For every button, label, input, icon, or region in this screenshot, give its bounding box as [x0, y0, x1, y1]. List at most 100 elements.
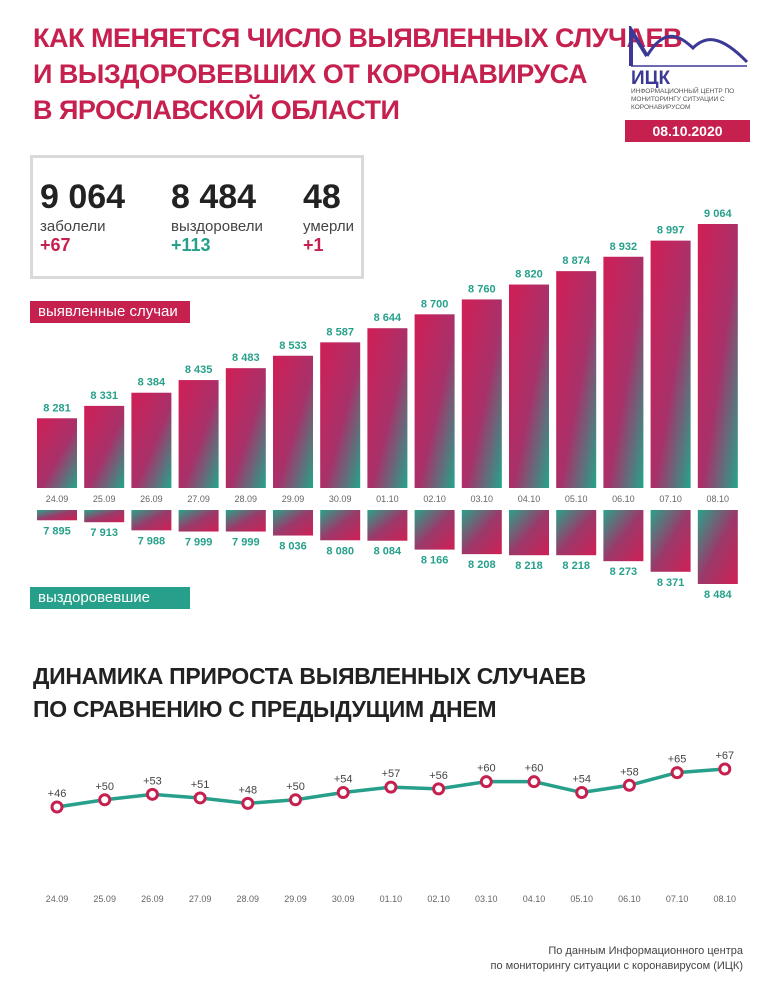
recovered-bar	[131, 510, 172, 531]
recovered-bar	[414, 510, 455, 550]
cases-bar-label: 8 700	[421, 298, 449, 310]
recovered-bar	[697, 510, 738, 584]
cases-bar-label: 8 932	[610, 241, 638, 253]
growth-point-label: +50	[286, 781, 305, 793]
recovered-legend-pill: выздоровевшие	[30, 587, 190, 609]
stat-recovered-label: выздоровели	[171, 218, 263, 235]
main-title: Как меняется число выявленных случаев и …	[33, 20, 683, 128]
recovered-bar-label: 7 999	[185, 537, 213, 549]
date-tick-label: 01.10	[376, 494, 399, 504]
cases-bar-label: 8 874	[562, 255, 590, 267]
cases-bar	[556, 271, 597, 488]
date-tick-label: 27.09	[187, 494, 210, 504]
growth-point	[145, 787, 159, 801]
growth-date-tick: 27.09	[189, 894, 212, 904]
recovered-bar-label: 8 166	[421, 555, 449, 567]
growth-point-label: +60	[477, 763, 496, 775]
stat-recovered-delta: +113	[171, 235, 211, 255]
recovered-bar-label: 8 080	[326, 545, 354, 557]
growth-point-label: +67	[715, 750, 734, 762]
growth-point	[384, 780, 398, 794]
growth-date-tick: 08.10	[714, 894, 737, 904]
title-line-1: Как меняется число выявленных случаев	[33, 23, 683, 53]
cases-bar	[178, 380, 219, 488]
date-tick-label: 06.10	[612, 494, 635, 504]
growth-date-tick: 01.10	[380, 894, 403, 904]
cases-bar-label: 8 483	[232, 352, 260, 364]
cases-bar-label: 8 587	[326, 326, 354, 338]
logo-wave-icon	[629, 22, 749, 67]
recovered-bar	[556, 510, 597, 556]
growth-point	[718, 762, 732, 776]
recovered-bar-label: 7 999	[232, 537, 260, 549]
date-tick-label: 03.10	[471, 494, 494, 504]
cases-bar	[131, 392, 172, 488]
cases-bar	[37, 418, 77, 488]
date-tick-label: 07.10	[659, 494, 682, 504]
recovered-bar-label: 7 913	[90, 527, 118, 539]
cases-bar-label: 9 064	[704, 208, 732, 220]
growth-point	[622, 778, 636, 792]
recovered-bar	[650, 510, 691, 572]
date-tick-label: 04.10	[518, 494, 541, 504]
growth-point	[289, 793, 302, 807]
logo-text: ИЦК	[631, 68, 671, 89]
date-tick-label: 08.10	[707, 494, 730, 504]
date-tick-label: 28.09	[235, 494, 258, 504]
growth-point	[479, 775, 493, 789]
growth-point	[193, 791, 207, 805]
stat-cases-delta: +67	[40, 235, 71, 255]
footer-line-2: по мониторингу ситуации с коронавирусом …	[490, 960, 743, 972]
subtitle-line-1: Динамика прироста выявленных случаев	[33, 663, 586, 689]
cases-bar	[225, 368, 266, 488]
growth-point	[527, 775, 541, 789]
recovered-bar-label: 8 218	[515, 560, 543, 572]
growth-point-label: +57	[382, 768, 401, 780]
title-line-3: в Ярославской области	[33, 95, 400, 125]
growth-point-label: +50	[95, 781, 114, 793]
growth-point-label: +51	[191, 779, 210, 791]
cases-bar-label: 8 760	[468, 283, 496, 295]
stat-recovered: 8 484 выздоровели +113	[171, 178, 263, 256]
cases-bar	[84, 405, 125, 488]
growth-point	[670, 766, 684, 780]
growth-point	[336, 786, 350, 800]
recovered-bar-label: 8 036	[279, 541, 307, 553]
date-tick-label: 24.09	[46, 494, 69, 504]
stat-cases: 9 064 заболели +67	[40, 178, 125, 256]
date-tick-label: 05.10	[565, 494, 588, 504]
recovered-bar-label: 8 273	[610, 566, 638, 578]
stat-deaths-label: умерли	[303, 218, 354, 235]
growth-subtitle: Динамика прироста выявленных случаев по …	[33, 660, 586, 726]
cases-bar	[509, 284, 549, 488]
cases-bar-label: 8 820	[515, 269, 543, 281]
logo-subtitle: Информационный центр по мониторингу ситу…	[631, 88, 735, 111]
cases-bar	[461, 299, 502, 488]
stat-deaths-delta: +1	[303, 235, 324, 255]
growth-date-tick: 04.10	[523, 894, 546, 904]
growth-date-tick: 29.09	[284, 894, 307, 904]
cases-bar-label: 8 997	[657, 225, 685, 237]
title-line-2: и выздоровевших от коронавируса	[33, 59, 588, 89]
stat-deaths: 48 умерли +1	[303, 178, 354, 256]
growth-point-label: +60	[525, 763, 544, 775]
growth-date-tick: 02.10	[427, 894, 450, 904]
recovered-bar-label: 7 895	[43, 525, 71, 537]
date-tick-label: 30.09	[329, 494, 352, 504]
growth-date-tick: 05.10	[570, 894, 593, 904]
recovered-bar	[273, 510, 313, 536]
ick-logo: ИЦК Информационный центр по мониторингу …	[625, 22, 750, 111]
footer-line-1: По данным Информационного центра	[548, 945, 743, 957]
recovered-bar	[84, 510, 125, 523]
recovered-bar-label: 8 208	[468, 559, 496, 571]
growth-point	[432, 782, 446, 796]
growth-date-tick: 07.10	[666, 894, 689, 904]
growth-date-tick: 25.09	[93, 894, 116, 904]
recovered-bar	[37, 510, 77, 521]
growth-point-label: +48	[238, 784, 257, 796]
recovered-bar	[178, 510, 219, 532]
date-tick-label: 25.09	[93, 494, 116, 504]
growth-date-tick: 28.09	[237, 894, 260, 904]
recovered-bar-label: 8 484	[704, 589, 732, 601]
date-tick-label: 29.09	[282, 494, 305, 504]
